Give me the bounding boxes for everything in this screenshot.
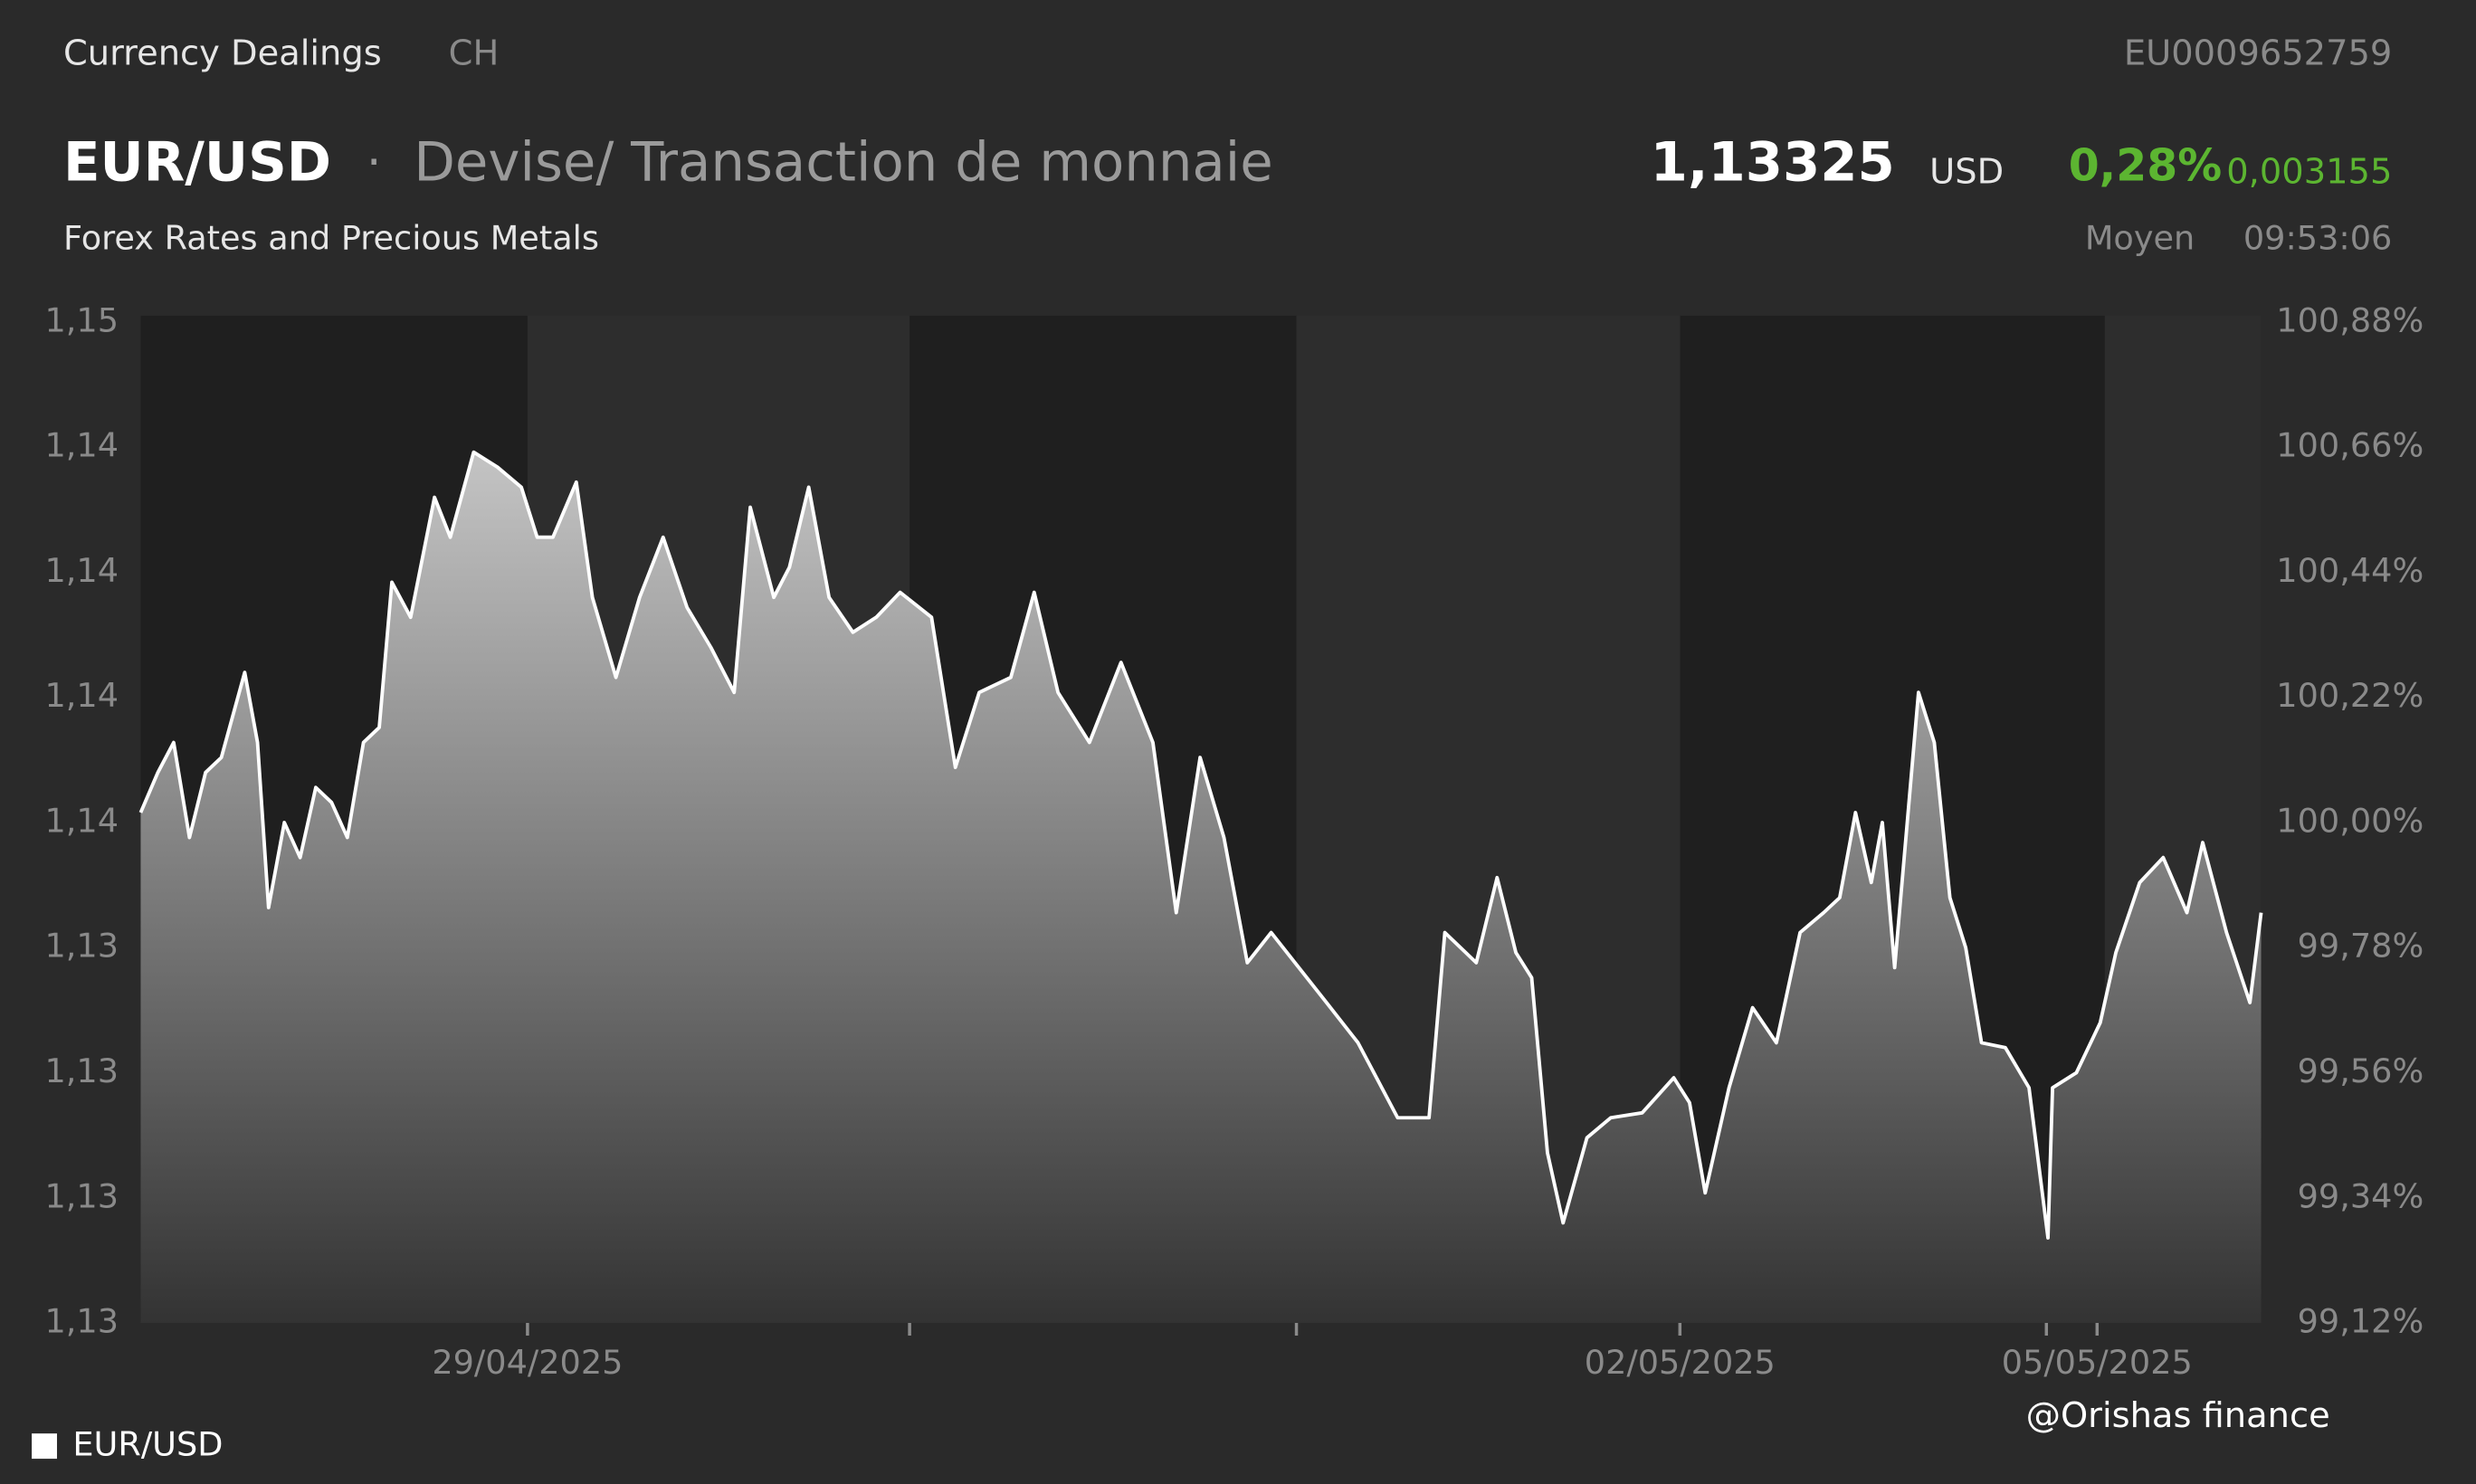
y-tick-label: 1,13 (44, 1302, 119, 1341)
legend-swatch (32, 1433, 57, 1460)
price: 1,13325 (1651, 130, 1895, 193)
y-tick-label: 1,13 (44, 1176, 119, 1215)
x-tick-label: 02/05/2025 (1585, 1343, 1776, 1382)
y-tick-label: 1,13 (44, 1051, 119, 1090)
y2-tick-label: 99,12% (2298, 1302, 2424, 1341)
area (140, 452, 2262, 1324)
y2-tick-label: 100,66% (2276, 426, 2424, 465)
y2-tick-label: 100,88% (2276, 300, 2424, 339)
watermark: @Orishas finance (2026, 1395, 2330, 1436)
y-tick-label: 1,15 (44, 300, 119, 339)
change-pct: 0,28% (2069, 140, 2222, 192)
y2-tick-label: 99,56% (2298, 1051, 2424, 1090)
section: Currency Dealings (63, 33, 382, 74)
time: 09:53:06 (2243, 219, 2393, 258)
y2-tick-label: 100,00% (2276, 801, 2424, 840)
separator: · (367, 135, 382, 190)
y2-tick-label: 100,44% (2276, 551, 2424, 590)
y-tick-label: 1,14 (44, 676, 119, 715)
legend-label: EUR/USD (72, 1425, 223, 1464)
country: CH (449, 33, 500, 74)
instrument: Devise/ Transaction de monnaie (414, 130, 1272, 193)
category: Forex Rates and Precious Metals (63, 219, 599, 258)
y-tick-label: 1,14 (44, 426, 119, 465)
x-tick-label: 05/05/2025 (2002, 1343, 2193, 1382)
x-tick-label: 29/04/2025 (432, 1343, 623, 1382)
line (138, 450, 2263, 1240)
y2-tick-label: 99,78% (2298, 927, 2424, 966)
y-tick-label: 1,13 (44, 927, 119, 966)
plot: 1,13 1,13 1,13 1,13 1,14 1,14 1,14 1,14 1,15 99,1… (32, 300, 2424, 1464)
y2-tick-label: 99,34% (2298, 1176, 2424, 1215)
y-tick-label: 1,14 (44, 801, 119, 840)
y-tick-label: 1,14 (44, 551, 119, 590)
change-abs: 0,003155 (2226, 151, 2392, 192)
currency: USD (1929, 151, 2004, 192)
y2-tick-label: 100,22% (2276, 676, 2424, 715)
symbol: EUR/USD (63, 130, 331, 193)
isin: EU0009652759 (2124, 33, 2393, 74)
price-type: Moyen (2085, 219, 2195, 258)
